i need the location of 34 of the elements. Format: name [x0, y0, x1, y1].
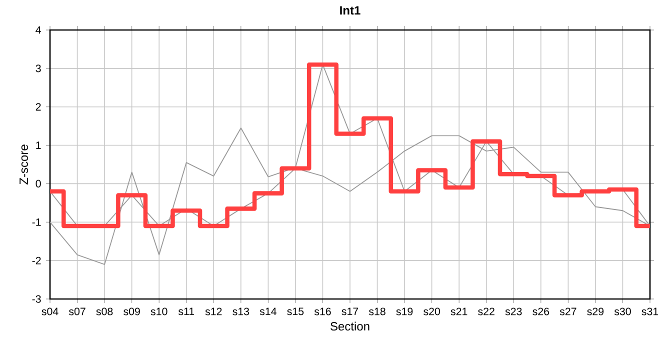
- x-axis-title: Section: [330, 322, 370, 331]
- x-tick-label: s30: [614, 308, 631, 316]
- x-tick-label: s27: [560, 308, 576, 316]
- y-tick-label: 4: [36, 26, 41, 34]
- x-tick-label: s16: [314, 308, 331, 316]
- x-tick-label: s31: [642, 308, 658, 316]
- x-tick-label: s13: [232, 308, 250, 316]
- x-tick-label: s19: [396, 308, 413, 316]
- y-tick-label: 0: [36, 180, 41, 188]
- x-tick-label: s09: [124, 308, 140, 316]
- x-tick-label: s17: [342, 308, 358, 316]
- x-tick-label: s14: [260, 308, 276, 316]
- x-tick-label: s07: [68, 308, 86, 316]
- x-tick-label: s23: [505, 308, 522, 316]
- y-tick-label: -3: [32, 295, 41, 303]
- y-tick-label: 3: [36, 64, 41, 72]
- x-tick-label: s10: [150, 308, 168, 316]
- x-tick-label: s26: [532, 308, 550, 316]
- x-tick-label: s11: [178, 308, 194, 316]
- chart-title: Int1: [340, 6, 360, 15]
- x-tick-label: s20: [424, 308, 440, 316]
- y-tick-label: 1: [36, 142, 41, 149]
- x-tick-label: s08: [96, 308, 113, 316]
- y-tick-label: -1: [32, 218, 41, 226]
- x-tick-label: s12: [205, 308, 222, 316]
- y-tick-label: -2: [32, 256, 41, 264]
- y-axis-title: Z-score: [20, 144, 28, 184]
- x-tick-label: s22: [478, 308, 494, 316]
- x-tick-label: s04: [42, 308, 58, 316]
- x-tick-label: s18: [368, 308, 386, 316]
- x-tick-label: s29: [587, 308, 604, 316]
- x-tick-label: s21: [450, 308, 468, 316]
- x-tick-label: s15: [287, 308, 304, 316]
- y-tick-label: 2: [36, 103, 41, 111]
